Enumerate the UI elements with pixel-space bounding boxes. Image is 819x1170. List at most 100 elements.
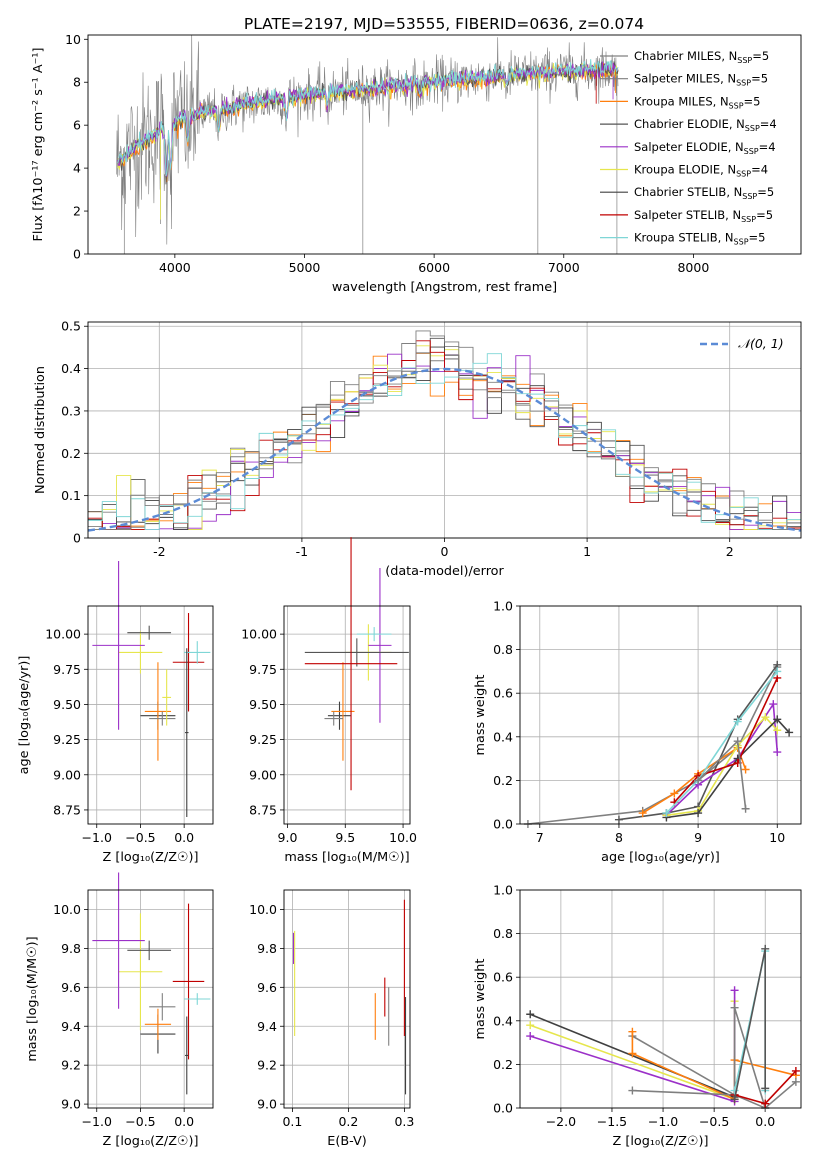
x-tick-label: 0.2 [338,1114,358,1129]
y-axis-label: Normed distribution [33,366,48,494]
plus-marker [730,1095,739,1104]
y-tick-label: 9.00 [53,767,81,782]
axes-frame [87,605,214,825]
plus-marker [741,765,750,774]
y-tick-label: 0.6 [493,686,513,701]
histogram-series [88,340,801,530]
y-tick-label: 8.75 [53,802,81,817]
y-tick-label: 0.6 [493,970,513,985]
y-tick-label: 0.3 [61,403,81,418]
plus-marker [628,1027,637,1036]
axes-frame [87,321,802,539]
x-axis-label: wavelength [Angstrom, rest frame] [332,280,557,295]
y-tick-label: 6 [73,118,81,133]
plus-marker [694,776,703,785]
x-tick-label: 1 [583,544,591,559]
observed-spectrum [116,35,619,245]
y-tick-label: 10.00 [45,627,81,642]
x-tick-label: −1.0 [648,1114,678,1129]
plus-marker [733,737,742,746]
x-axis-label: (data-model)/error [385,564,504,579]
plus-marker [761,713,770,722]
x-tick-label: 8 [615,830,623,845]
legend-label: Kroupa STELIB, NSSP=5 [634,231,765,247]
y-tick-label: 0.0 [493,817,513,832]
plus-marker [773,726,782,735]
figure-title: PLATE=2197, MJD=53555, FIBERID=0636, z=0… [244,15,644,33]
plus-marker [662,809,671,818]
mass_vs_Z-axes: −1.0 −0.5 0.0 9.0 9.2 9.4 9.6 9.8 10.0 Z [log₁₀(Z… [25,890,213,1149]
y-tick-label: 0 [73,531,81,546]
x-axis-label: E(B-V) [327,1134,366,1149]
x-tick-label: 0.1 [282,1114,302,1129]
x-tick-label: −1.0 [82,1114,112,1129]
y-tick-label: 8.75 [249,802,277,817]
y-tick-label: 0.4 [61,361,81,376]
plus-marker [769,700,778,709]
y-tick-label: 9.6 [257,980,277,995]
plus-marker [670,789,679,798]
y-tick-label: 9.25 [53,732,81,747]
y-tick-label: 0.8 [493,926,513,941]
y-axis-label: mass weight [473,959,488,1040]
legend-label: Salpeter STELIB, NSSP=5 [634,208,773,224]
residual-histograms [87,330,802,532]
axes-frame [87,889,214,1109]
axes-frame [87,34,802,255]
mass_vs_Z-points [92,872,211,1095]
legend-label: Salpeter ELODIE, NSSP=4 [634,140,776,156]
legend-label: 𝒩(0, 1) [738,336,784,351]
x-tick-label: −1.5 [597,1114,627,1129]
x-tick-label: −0.5 [125,1114,155,1129]
histogram-series [88,346,801,530]
y-tick-label: 0.2 [493,1057,513,1072]
x-tick-label: 10 [769,830,785,845]
y-axis-label: Flux [fλ10⁻¹⁷ erg cm⁻² s⁻¹ A⁻¹] [31,48,46,242]
x-tick-label: 4000 [159,260,191,275]
y-tick-label: 9.50 [249,697,277,712]
plus-marker [730,1086,739,1095]
spectrum-axes: 4000 5000 6000 7000 8000 0 2 4 6 8 10 wavelength [A… [31,32,709,295]
age_vs_Z-points [92,560,211,817]
plus-marker [730,986,739,995]
plus-marker [785,728,794,737]
plus-marker [791,1077,800,1086]
x-tick-label: −0.5 [699,1114,729,1129]
plus-marker [638,809,647,818]
plus-marker [761,1084,770,1093]
y-tick-label: 9.2 [257,1058,277,1073]
plus-marker [694,809,703,818]
x-tick-label: 9 [694,830,702,845]
y-tick-label: 9.8 [61,941,81,956]
x-tick-label: 0.3 [394,1114,414,1129]
plus-marker [773,748,782,757]
plus-marker [526,1010,535,1019]
y-tick-label: 9.4 [257,1019,277,1034]
y-tick-label: 0.8 [493,642,513,657]
x-tick-label: 0 [441,544,449,559]
y-tick-label: 9.75 [53,662,81,677]
plus-marker [614,815,623,824]
y-tick-label: 0.4 [493,1013,513,1028]
y-tick-label: 0.5 [61,319,81,334]
x-tick-label: -1 [296,544,308,559]
weight-line [666,716,778,817]
legend-label: Kroupa MILES, NSSP=5 [634,94,760,110]
x-axis-label: Z [log₁₀(Z/Z☉)] [103,1134,199,1149]
x-tick-label: 8000 [677,260,709,275]
y-tick-label: 9.00 [249,767,277,782]
plus-marker [761,944,770,953]
legend-label: Chabrier STELIB, NSSP=5 [634,185,774,201]
plus-marker [730,1003,739,1012]
y-tick-label: 9.6 [61,980,81,995]
y-tick-label: 10.0 [53,902,81,917]
legend-label: Kroupa ELODIE, NSSP=4 [634,163,768,179]
x-tick-label: 2 [726,544,734,559]
y-tick-label: 10.0 [249,902,277,917]
y-tick-label: 9.8 [257,941,277,956]
plus-marker [628,1086,637,1095]
y-axis-label: age [log₁₀(age/yr)] [17,656,32,775]
y-tick-label: 1.0 [493,883,513,898]
model-spectrum [117,61,619,185]
